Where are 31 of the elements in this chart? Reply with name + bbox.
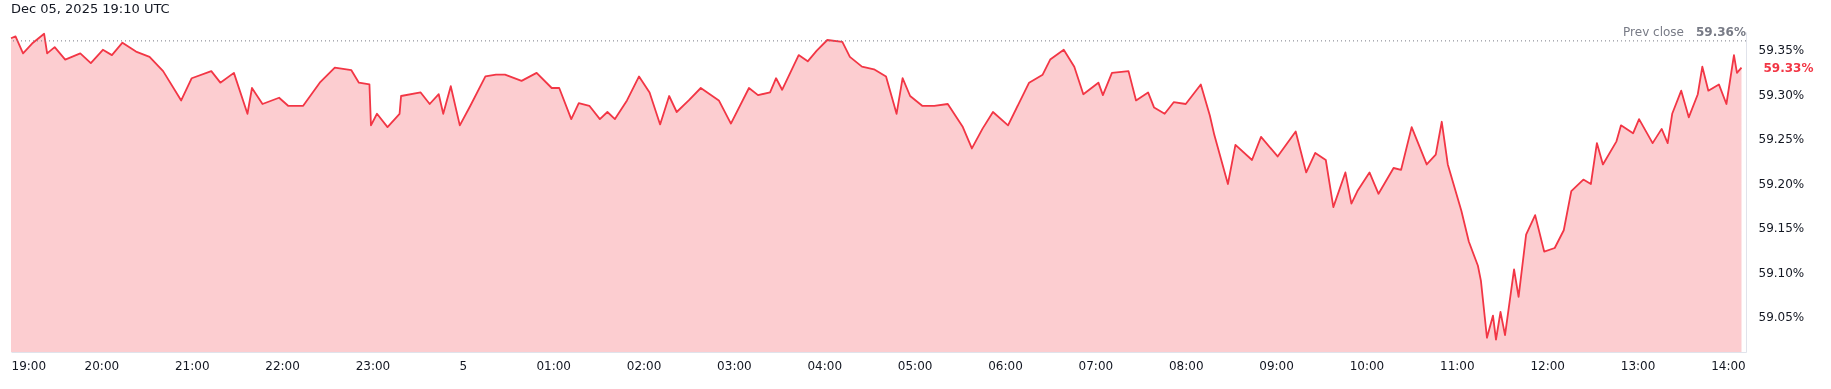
y-tick-label: 59.10% bbox=[1758, 265, 1805, 280]
x-tick-label: 14:00 bbox=[1711, 358, 1746, 373]
annotation: 59.33% bbox=[1763, 60, 1814, 75]
x-tick-label: 08:00 bbox=[1168, 358, 1204, 373]
x-tick-label: 03:00 bbox=[717, 358, 752, 373]
x-tick-label: 05:00 bbox=[897, 358, 933, 373]
y-tick-label: 59.35% bbox=[1758, 43, 1805, 58]
annotation: 59.36% bbox=[1696, 24, 1746, 39]
x-tick-label: 11:00 bbox=[1440, 358, 1475, 373]
x-tick-label: 21:00 bbox=[174, 358, 210, 373]
x-tick-label: 02:00 bbox=[626, 358, 662, 373]
y-tick-label: 59.20% bbox=[1758, 176, 1805, 191]
x-tick-label: 20:00 bbox=[84, 358, 120, 373]
y-tick-label: 59.05% bbox=[1758, 309, 1805, 324]
x-tick-label: 07:00 bbox=[1078, 358, 1114, 373]
x-tick-label: 23:00 bbox=[355, 358, 391, 373]
ref-line-label: Prev close bbox=[1623, 24, 1684, 39]
x-tick-label: 10:00 bbox=[1349, 358, 1385, 373]
x-tick-label: 22:00 bbox=[265, 358, 300, 373]
x-tick-label: 06:00 bbox=[988, 358, 1023, 373]
x-tick-label: 19:00 bbox=[11, 358, 47, 373]
x-tick-label: 04:00 bbox=[807, 358, 843, 373]
y-tick-label: 59.25% bbox=[1758, 132, 1805, 147]
x-tick-label: 01:00 bbox=[536, 358, 571, 373]
x-tick-label: 5 bbox=[459, 358, 468, 373]
text: Dec 05, 2025 19:10 UTC bbox=[11, 0, 170, 16]
y-tick-label: 59.15% bbox=[1758, 221, 1805, 236]
x-tick-label: 09:00 bbox=[1259, 358, 1294, 373]
x-tick-label: 12:00 bbox=[1530, 358, 1565, 373]
y-tick-label: 59.30% bbox=[1758, 87, 1805, 102]
x-tick-label: 13:00 bbox=[1620, 358, 1656, 373]
